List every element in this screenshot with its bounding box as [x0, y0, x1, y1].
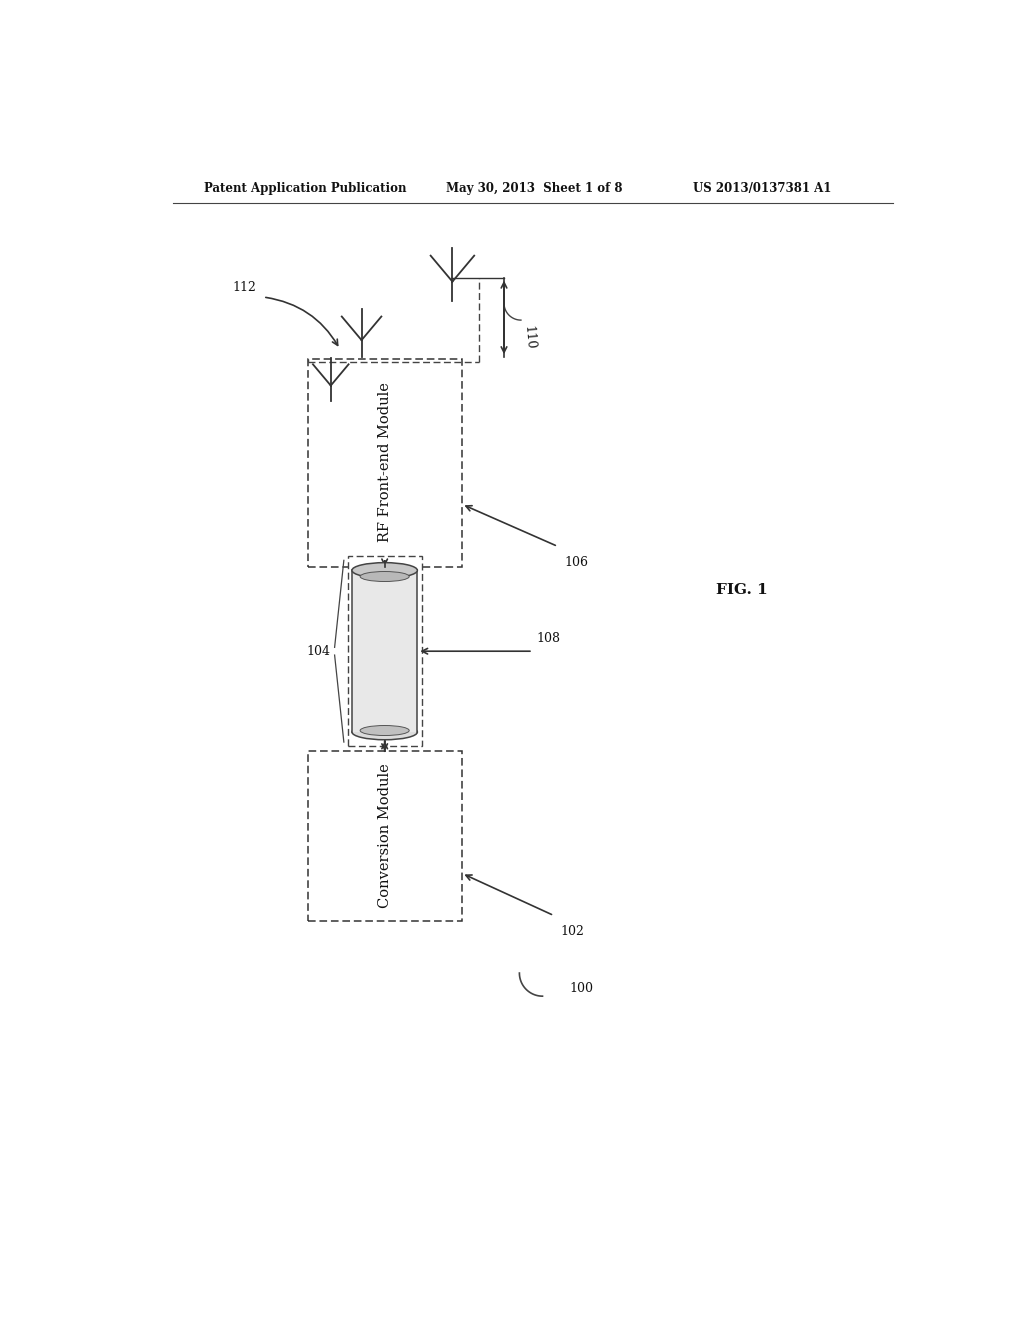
Text: FIG. 1: FIG. 1 [716, 582, 768, 597]
Text: Conversion Module: Conversion Module [378, 764, 391, 908]
Text: 102: 102 [560, 925, 584, 937]
Text: 110: 110 [521, 325, 536, 350]
Text: Patent Application Publication: Patent Application Publication [204, 182, 407, 194]
Ellipse shape [352, 562, 418, 578]
Text: US 2013/0137381 A1: US 2013/0137381 A1 [692, 182, 831, 194]
Text: 100: 100 [569, 982, 594, 995]
Bar [352, 570, 418, 733]
Ellipse shape [360, 726, 410, 735]
Bar [307, 359, 462, 566]
Ellipse shape [352, 725, 418, 739]
Text: May 30, 2013  Sheet 1 of 8: May 30, 2013 Sheet 1 of 8 [446, 182, 623, 194]
Text: 106: 106 [564, 556, 588, 569]
Text: 104: 104 [307, 644, 331, 657]
Text: 108: 108 [537, 632, 561, 645]
Bar [348, 557, 422, 746]
Text: 112: 112 [232, 281, 256, 294]
Ellipse shape [360, 572, 410, 582]
Bar [307, 751, 462, 921]
Text: RF Front-end Module: RF Front-end Module [378, 383, 391, 543]
